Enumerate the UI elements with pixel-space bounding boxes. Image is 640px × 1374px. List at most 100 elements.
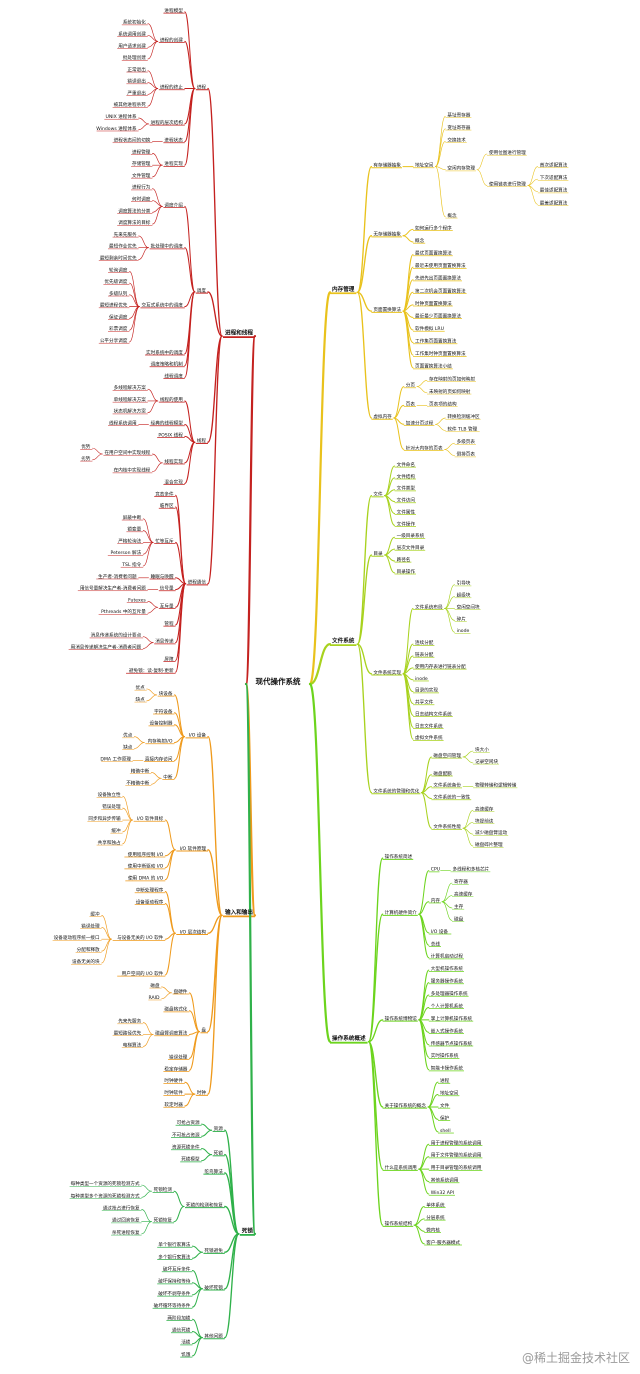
branch-link	[207, 335, 223, 585]
branch-link	[184, 400, 196, 443]
node-memory-3-8: 工作集页面置换算法	[415, 338, 457, 345]
node-file-3-9: 日志文件系统	[415, 722, 443, 729]
node-overview-5-5: Win32 API	[431, 1190, 454, 1196]
node-process-1-1: 进程模型	[164, 7, 183, 14]
node-file-4-1-1: 块大小	[475, 746, 489, 753]
node-process-4-3: 忙等互斥	[155, 537, 174, 544]
branch-link	[142, 530, 154, 543]
node-process-2-1-1: 进程行为	[132, 184, 151, 191]
branch-link	[141, 1221, 152, 1235]
branch-link	[173, 1205, 185, 1223]
branch-link	[527, 178, 539, 186]
node-file-3-1-1: 引导块	[457, 580, 471, 587]
node-deadlock-2: 死锁	[214, 1150, 224, 1157]
node-process-2-3: 交互式系统中的调度	[141, 302, 183, 309]
node-file-4-1: 磁盘空间管理	[433, 752, 461, 759]
branch-link	[92, 447, 103, 455]
node-io-2-1-2: 错误处理	[102, 803, 121, 810]
branch-link	[356, 291, 373, 312]
branch-link	[418, 870, 430, 915]
branch-link	[161, 992, 172, 1000]
branch-link	[175, 541, 187, 585]
branch-link	[191, 1337, 203, 1357]
branch-link	[164, 902, 176, 934]
branch-link	[152, 453, 163, 464]
node-io-2-1-4: 缓冲	[111, 827, 121, 834]
branch-link	[150, 778, 162, 785]
node-process-1: 进程	[197, 84, 207, 91]
node-io-3-3-3: 设备驱动程序统一接口	[54, 934, 100, 941]
node-memory-3-7: 软件模拟 LRU	[415, 325, 444, 332]
node-file-3-1-3: 空闲空间块	[457, 603, 480, 610]
node-memory-4: 虚拟内存	[373, 413, 392, 420]
branch-link	[476, 153, 488, 170]
node-overview-6-1: 单体系统	[426, 1201, 445, 1208]
branch-link	[150, 772, 162, 779]
node-process-4-3-1: 屏蔽中断	[123, 514, 142, 521]
node-process-4-6: 互斥量	[160, 602, 174, 609]
node-memory-1-1-4: 空闲内存管理	[447, 165, 475, 172]
branch-link	[122, 819, 133, 833]
node-io-2-1-5: 共享和独占	[98, 839, 121, 846]
branch-link	[101, 938, 112, 964]
branch-link	[184, 1093, 196, 1107]
branch-link	[164, 891, 176, 934]
branch-link	[384, 554, 396, 574]
branch-link	[152, 188, 163, 207]
node-io-2-1-1: 设备独立性	[98, 791, 121, 798]
branch-link	[122, 807, 133, 821]
node-overview-3-2: 服务器操作系统	[431, 978, 464, 985]
branch-link	[142, 542, 154, 567]
node-overview-3-1: 大型机操作系统	[431, 965, 464, 972]
watermark: @稀土掘金技术社区	[521, 1351, 630, 1365]
node-overview-6-4: 客户-服务器模式	[426, 1239, 460, 1246]
branch-link	[356, 165, 373, 293]
node-overview-5-3: 用于目录管理的系统调用	[431, 1164, 482, 1171]
node-process-2-4: 实时系统中的调度	[146, 349, 183, 356]
branch-link	[142, 1034, 154, 1047]
branch-link	[138, 235, 149, 249]
node-io-4-1: 盘硬件	[174, 988, 188, 995]
node-io-1: I/O 设备	[189, 732, 207, 739]
branch-link	[129, 294, 140, 307]
branch-link	[147, 606, 159, 614]
branch-link	[402, 310, 414, 356]
node-io-3-4: 用户空间的 I/O 软件	[122, 970, 164, 977]
node-deadlock-4-2-3: 杀死进程恢复	[112, 1229, 140, 1236]
node-memory-1-1-4-2: 使用链表进行管理	[489, 180, 526, 187]
branch-link	[184, 1081, 196, 1095]
branch-link	[413, 1224, 425, 1245]
node-process-2-1-4: 调度算法的目标	[118, 219, 151, 226]
node-process-3-4: 线程实现	[164, 458, 183, 465]
node-process-2-2: 批处理中的调度	[151, 243, 184, 250]
node-memory-1-1-4-2-2: 下次适配算法	[540, 174, 568, 181]
branch-link	[367, 913, 384, 1043]
node-overview-4: 关于操作系统的概念	[385, 1102, 427, 1109]
node-file-3-1-4: 碎片	[457, 615, 467, 622]
node-file-3-4: 使用内存表进行链表分配	[415, 663, 466, 670]
branch-link	[441, 901, 453, 921]
node-process-1-3: 进程的终止	[160, 84, 183, 91]
node-file-3-3: 链表分配	[415, 651, 434, 658]
node-deadlock-5: 死锁避免	[204, 1247, 223, 1254]
branch-link	[207, 87, 223, 337]
node-overview-6-3: 微内核	[426, 1226, 440, 1233]
branch-link	[175, 583, 187, 673]
node-process-3-4-1: 在用户空间中实现线程	[104, 449, 150, 456]
branch-link	[402, 266, 414, 312]
node-memory-1-1-4-2-1: 首次适配算法	[540, 162, 568, 169]
branch-link	[207, 914, 223, 1095]
branch-link	[164, 849, 176, 881]
node-process-3-5: 混合实现	[164, 478, 183, 485]
node-process-4-4: 睡眠与唤醒	[151, 573, 174, 580]
node-deadlock-1-1: 可抢占资源	[177, 1119, 200, 1126]
node-overview-2-1: CPU	[431, 867, 440, 873]
node-deadlock-4-2-1: 通过抢占进行恢复	[103, 1205, 140, 1212]
node-io-2-1: I/O 软件目标	[137, 815, 164, 822]
node-process-3-2-1: 线程系统调用	[109, 420, 137, 427]
node-memory-2-1: 如何运行多个程序	[415, 224, 452, 231]
node-process-1-6-1: 进程管理	[132, 148, 151, 155]
node-deadlock-5-2: 多个银行家算法	[158, 1253, 191, 1260]
branch-link	[444, 584, 455, 609]
node-deadlock-1: 资源	[214, 1125, 224, 1132]
